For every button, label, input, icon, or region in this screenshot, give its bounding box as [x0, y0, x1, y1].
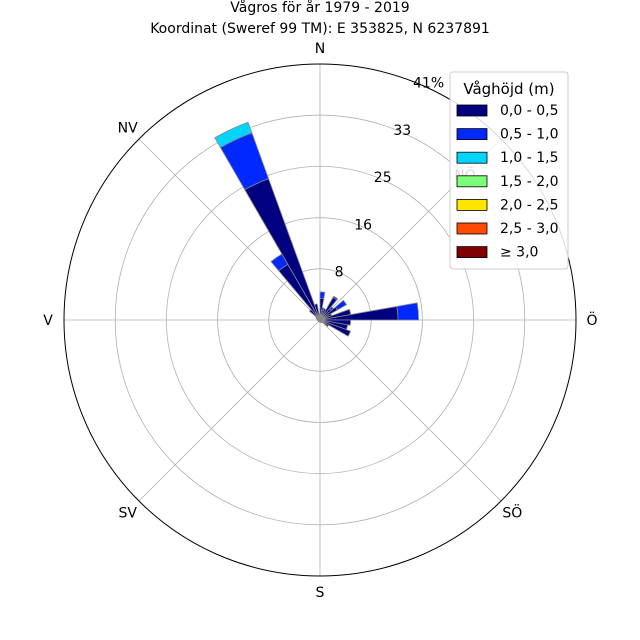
direction-label-3: SÖ: [502, 503, 522, 521]
grid-spoke-5: [138, 319, 321, 502]
legend-swatch-3: [456, 175, 488, 188]
legend-swatch-6: [456, 246, 488, 259]
legend-label-0: 0,0 - 0,5: [500, 103, 558, 119]
radial-tick-label-3: 33: [393, 123, 411, 139]
radial-tick-label-0: 8: [335, 265, 344, 281]
legend-label-3: 1,5 - 2,0: [500, 174, 558, 190]
radial-tick-labels: 8 16 25 33 41%: [335, 76, 445, 281]
legend-label-5: 2,5 - 3,0: [500, 221, 558, 237]
grid-spoke-3: [319, 319, 502, 502]
legend-label-4: 2,0 - 2,5: [500, 197, 558, 213]
bar-segment: [214, 121, 253, 149]
direction-label-7: NV: [118, 121, 138, 137]
bar-segment: [244, 178, 321, 321]
radial-tick-label-1: 16: [354, 217, 372, 233]
grid-spoke-7: [138, 138, 321, 321]
bar-segment: [396, 302, 420, 321]
direction-label-4: S: [316, 585, 325, 601]
bar-segment: [319, 291, 326, 299]
legend-label-2: 1,0 - 1,5: [500, 150, 558, 166]
direction-label-6: V: [43, 313, 53, 329]
direction-label-5: SV: [118, 505, 137, 521]
polar-outer-ring: [63, 63, 577, 577]
legend-title: Våghöjd (m): [463, 80, 554, 98]
legend-frame: [449, 71, 569, 270]
direction-label-0: N: [315, 41, 325, 57]
bar-segment: [318, 313, 321, 321]
chart-title-line1: Vågros för år 1979 - 2019: [230, 0, 409, 16]
legend-swatch-0: [456, 104, 488, 117]
bar-segment: [332, 295, 339, 301]
chart-title-line2: Koordinat (Sweref 99 TM): E 353825, N 62…: [150, 21, 490, 37]
legend-label-1: 0,5 - 1,0: [500, 127, 558, 143]
radial-tick-label-2: 25: [374, 170, 392, 186]
legend-swatch-5: [456, 222, 488, 235]
legend-swatch-2: [456, 151, 488, 164]
legend-swatch-4: [456, 198, 488, 211]
legend-swatch-1: [456, 128, 488, 141]
legend-label-6: ≥ 3,0: [500, 245, 538, 261]
bar-segment: [313, 303, 321, 321]
legend-items: 0,0 - 0,5 0,5 - 1,0 1,0 - 1,5 1,5 - 2,0 2,0 …: [456, 103, 558, 261]
bar-segment: [334, 299, 348, 311]
rose-bars: [214, 121, 420, 337]
legend: Våghöjd (m) 0,0 - 0,5 0,5 - 1,0 1,0 - 1,5 1…: [449, 71, 569, 270]
polar-grid: [64, 64, 576, 576]
direction-label-2: Ö: [586, 311, 597, 329]
radial-tick-label-4: 41%: [413, 76, 444, 92]
